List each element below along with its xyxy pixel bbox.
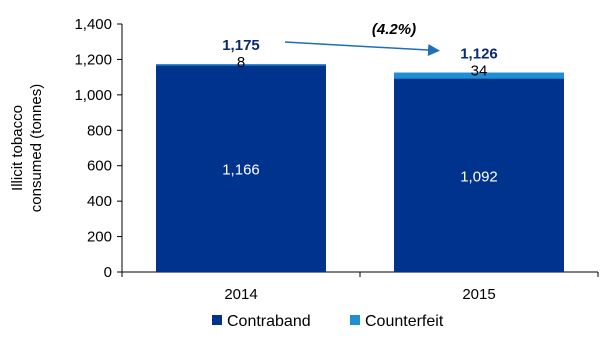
y-tick-label: 1,400 (74, 16, 112, 33)
data-label-counterfeit: 8 (237, 54, 245, 71)
y-tick-label: 400 (87, 193, 112, 210)
y-tick-label: 1,200 (74, 51, 112, 68)
total-label: 1,126 (460, 46, 498, 63)
x-tick-label: 2015 (462, 286, 495, 303)
change-annotation: (4.2%) (372, 21, 416, 38)
y-tick-label: 800 (87, 122, 112, 139)
bar-segment-contraband (394, 78, 564, 272)
y-tick-label: 600 (87, 158, 112, 175)
legend-label-counterfeit: Counterfeit (365, 313, 444, 330)
total-label: 1,175 (222, 37, 260, 54)
y-axis-label: Illicit tobacco consumed (tonnes) (9, 84, 45, 212)
legend-swatch-counterfeit (350, 315, 360, 325)
y-tick-label: 1,000 (74, 87, 112, 104)
data-label-counterfeit: 34 (471, 63, 488, 80)
legend-swatch-contraband (212, 315, 222, 325)
y-tick-label: 200 (87, 229, 112, 246)
data-label-contraband: 1,166 (222, 162, 260, 179)
x-tick-label: 2014 (224, 286, 257, 303)
change-arrow (284, 41, 440, 57)
y-tick-label: 0 (104, 264, 112, 281)
bar-segment-contraband (156, 65, 326, 272)
data-label-contraband: 1,092 (460, 168, 498, 185)
legend-label-contraband: Contraband (227, 313, 311, 330)
y-axis-label-line: Illicit tobacco (9, 105, 26, 191)
bar-segment-counterfeit (156, 64, 326, 66)
bar-segment-counterfeit (394, 72, 564, 79)
y-axis-label-line: consumed (tonnes) (28, 84, 45, 212)
